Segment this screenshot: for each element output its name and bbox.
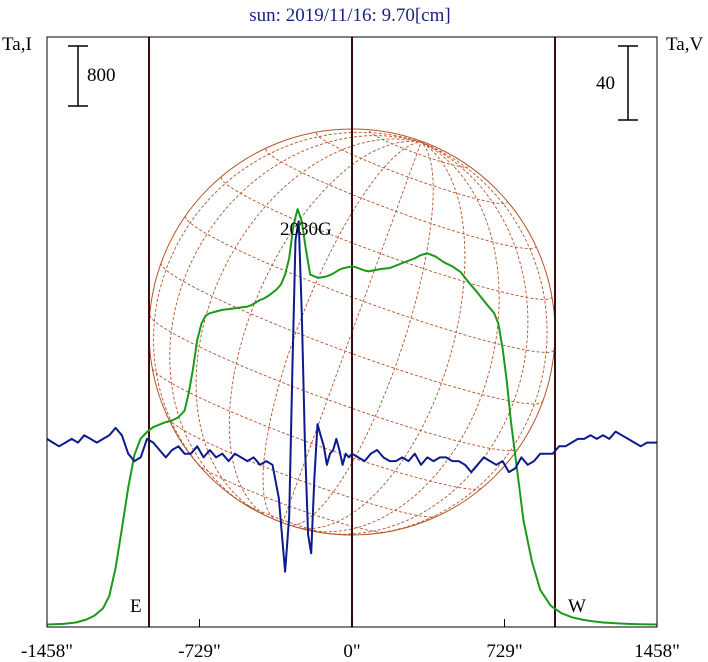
x-axis-ticks: -1458" -729" 0" 729" 1458"	[21, 619, 680, 662]
left-axis-label: Ta,I	[2, 34, 32, 55]
latitude-line	[239, 500, 330, 535]
longitude-line	[228, 140, 422, 517]
limb-label-east: E	[130, 596, 142, 617]
x-tick-label: 1458"	[634, 641, 680, 662]
right-scale-bar-label: 40	[596, 73, 615, 94]
longitude-line	[287, 141, 434, 526]
latitude-line	[149, 314, 519, 452]
x-tick-label: 0"	[343, 641, 360, 662]
longitude-line	[169, 135, 422, 508]
left-scale-bar	[68, 45, 88, 107]
longitude-line	[363, 141, 548, 536]
series-lines	[46, 208, 658, 626]
annotation-2030g: 2030G	[280, 219, 332, 240]
limb-label-west: W	[568, 596, 586, 617]
chart-title: sun: 2019/11/16: 9.70[cm]	[249, 5, 450, 26]
x-tick-label: -1458"	[21, 641, 73, 662]
latitude-line	[152, 368, 482, 490]
longitude-line	[282, 142, 422, 523]
series-line-polarization	[46, 220, 657, 573]
longitude-line	[318, 141, 529, 535]
longitude-line	[195, 138, 422, 515]
longitude-line	[262, 141, 422, 522]
longitude-line	[153, 131, 422, 481]
longitude-line	[297, 141, 466, 530]
right-axis-label: Ta,V	[666, 34, 703, 55]
latitude-line	[168, 418, 437, 518]
right-scale-bar	[618, 45, 638, 121]
x-tick-label: 729"	[486, 641, 522, 662]
x-tick-label: -729"	[178, 641, 221, 662]
series-line-intensity	[46, 208, 658, 626]
left-scale-bar-label: 800	[87, 65, 116, 86]
